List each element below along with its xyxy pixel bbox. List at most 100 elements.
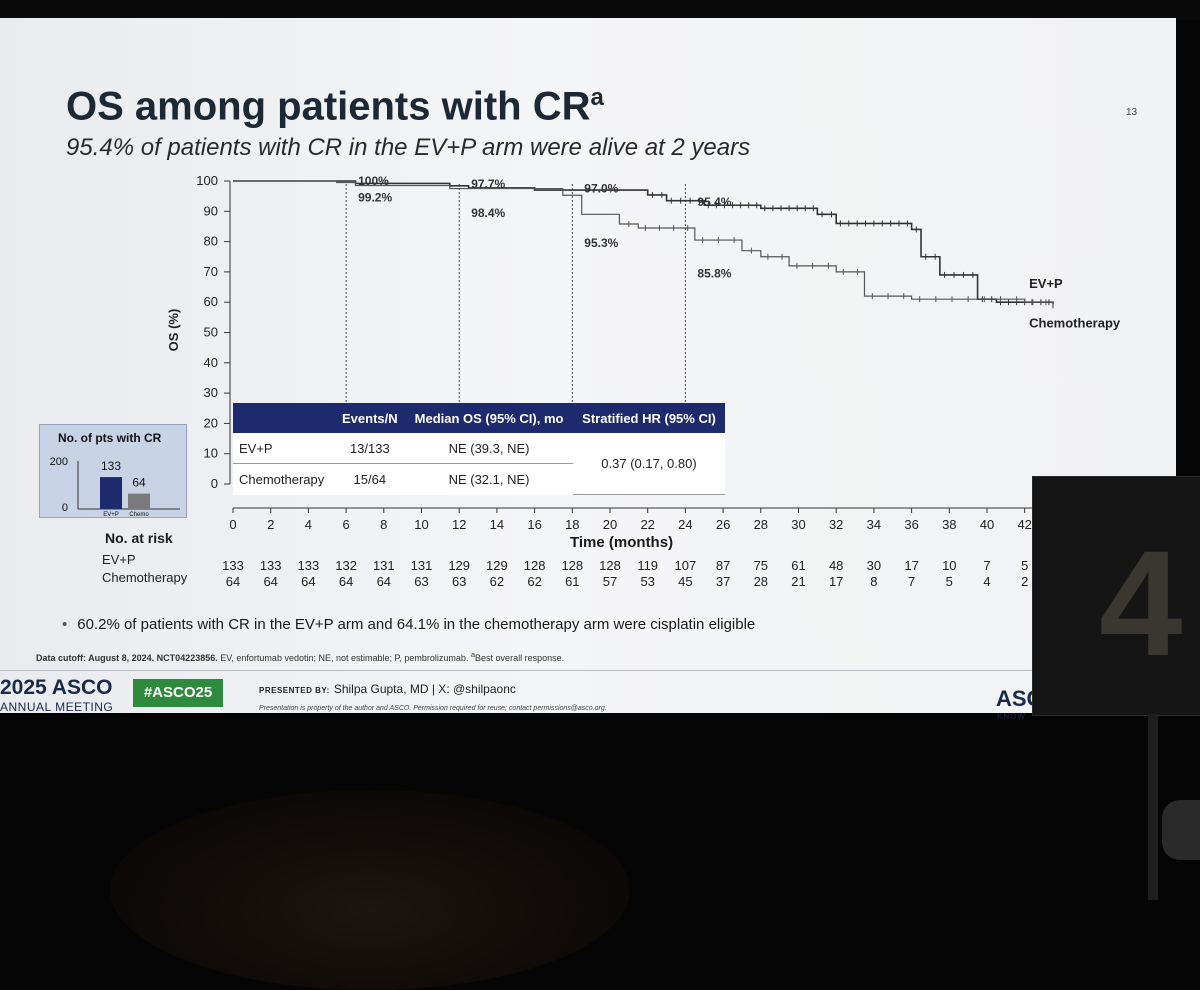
footnote-sup: a <box>470 650 476 659</box>
table-cell-arm: EV+P <box>233 433 335 465</box>
x-tick-label: 8 <box>380 517 387 532</box>
risk-value-chemo: 62 <box>489 574 505 589</box>
risk-value-chemo: 28 <box>753 574 769 589</box>
y-tick-label: 40 <box>204 355 218 370</box>
footnote-text2: Best overall response. <box>475 653 565 663</box>
presenter-line: PRESENTED BY: Shilpa Gupta, MD | X: @shil… <box>259 682 516 696</box>
risk-value-evp: 48 <box>828 558 844 573</box>
slide-title: OS among patients with CRa <box>66 84 604 129</box>
bullet-icon: • <box>62 616 68 633</box>
table-header-events: Events/N <box>334 403 406 434</box>
evp-survival-curve <box>233 180 1054 304</box>
x-tick-label: 36 <box>904 517 918 532</box>
risk-value-evp: 30 <box>866 558 882 573</box>
inset-y-tick-label: 0 <box>62 502 68 514</box>
risk-value-evp: 132 <box>335 558 357 573</box>
risk-value-evp: 129 <box>448 558 471 573</box>
risk-value-chemo: 64 <box>301 574 316 589</box>
y-tick-label: 80 <box>204 234 218 249</box>
footnote-text: EV, enfortumab vedotin; NE, not estimabl… <box>217 653 471 663</box>
asco-logo-right-sub: KNOW <box>997 712 1026 721</box>
x-tick-label: 2 <box>267 517 274 532</box>
risk-value-evp: 128 <box>599 558 621 573</box>
risk-row-label-chemo: Chemotherapy <box>102 570 188 585</box>
inset-bar-value: 64 <box>132 476 146 490</box>
inset-title: No. of pts with CR <box>58 431 162 445</box>
x-tick-label: 6 <box>342 517 349 532</box>
risk-value-chemo: 4 <box>983 574 991 589</box>
risk-value-evp: 131 <box>372 558 395 573</box>
risk-value-evp: 133 <box>222 558 244 573</box>
logo-year: 2025 ASCO <box>0 676 113 699</box>
table-cell-events: 15/64 <box>353 471 387 487</box>
inset-bar <box>128 493 150 509</box>
risk-value-evp: 129 <box>486 558 508 573</box>
logo-meeting: ANNUAL MEETING <box>0 700 114 714</box>
risk-value-evp: 131 <box>410 558 433 573</box>
percent-annotation: 97.0% <box>584 182 618 196</box>
risk-value-chemo: 45 <box>678 574 693 589</box>
y-tick-label: 100 <box>196 173 218 188</box>
footer-divider <box>0 670 1176 671</box>
y-tick-label: 50 <box>204 325 218 340</box>
board-number: 4 <box>1099 519 1183 687</box>
x-tick-label: 14 <box>490 517 504 532</box>
y-tick-label: 0 <box>211 476 218 491</box>
x-tick-label: 24 <box>678 517 692 532</box>
y-tick-label: 30 <box>204 385 218 400</box>
presentation-slide: OS among patients with CRa 95.4% of pati… <box>0 18 1176 721</box>
risk-value-chemo: 64 <box>263 574 278 589</box>
risk-value-evp: 7 <box>983 558 991 573</box>
room-ceiling <box>0 0 1200 20</box>
y-tick-label: 90 <box>204 203 218 218</box>
risk-value-chemo: 17 <box>828 574 844 589</box>
risk-value-evp: 107 <box>674 558 697 573</box>
risk-value-evp: 128 <box>523 558 546 573</box>
y-tick-label: 10 <box>204 446 218 461</box>
x-tick-label: 22 <box>640 517 654 532</box>
hashtag-badge: #ASCO25 <box>133 679 223 707</box>
table-cell-median: NE (39.3, NE) <box>405 433 573 465</box>
microphone <box>1162 800 1200 860</box>
risk-value-evp: 133 <box>297 558 320 573</box>
presenter-name: Shilpa Gupta, MD | X: @shilpaonc <box>333 682 516 696</box>
bullet-text: 60.2% of patients with CR in the EV+P ar… <box>77 616 756 633</box>
risk-table-title: No. at risk <box>105 530 173 546</box>
stage-number-board: 4 <box>1032 476 1200 716</box>
table-header-hr: Stratified HR (95% CI) <box>572 403 725 434</box>
percent-annotation: 100% <box>358 174 389 188</box>
inset-bar-value: 133 <box>101 459 121 473</box>
mic-stand-pole <box>1148 714 1158 900</box>
x-tick-label: 30 <box>791 517 805 532</box>
audience-head-silhouette <box>110 790 630 990</box>
table-row: EV+P 13/133 NE (39.3, NE) 0.37 (0.17, 0.… <box>233 433 725 496</box>
risk-value-evp: 133 <box>259 558 282 573</box>
risk-value-chemo: 63 <box>451 574 467 589</box>
percent-annotation: 95.3% <box>584 236 618 250</box>
percent-annotation: 85.8% <box>697 266 731 280</box>
chemo-survival-curve <box>233 180 1054 309</box>
series-label: Chemotherapy <box>1029 315 1121 330</box>
x-tick-label: 28 <box>754 517 768 532</box>
table-cell-median: NE (32.1, NE) <box>448 471 530 487</box>
asco-annual-meeting-logo: 2025 ASCO ANNUAL MEETING <box>0 676 113 714</box>
risk-value-chemo: 5 <box>945 574 953 589</box>
y-tick-label: 70 <box>204 264 218 279</box>
presented-label: PRESENTED BY: <box>259 686 330 695</box>
risk-value-evp: 61 <box>791 558 806 573</box>
inset-bar-label: EV+P <box>103 512 119 517</box>
risk-value-chemo: 21 <box>791 574 806 589</box>
title-superscript: a <box>590 84 604 111</box>
risk-value-evp: 5 <box>1021 558 1029 573</box>
risk-value-chemo: 7 <box>907 574 916 589</box>
risk-value-chemo: 61 <box>565 574 580 589</box>
x-tick-label: 18 <box>565 517 579 532</box>
x-tick-label: 20 <box>603 517 617 532</box>
risk-value-evp: 128 <box>561 558 584 573</box>
table-cell-events: 13/133 <box>334 433 406 465</box>
x-tick-label: 16 <box>527 517 541 532</box>
y-tick-label: 60 <box>204 294 218 309</box>
y-tick-label: 20 <box>204 415 218 430</box>
y-axis-title: OS (%) <box>166 309 181 352</box>
